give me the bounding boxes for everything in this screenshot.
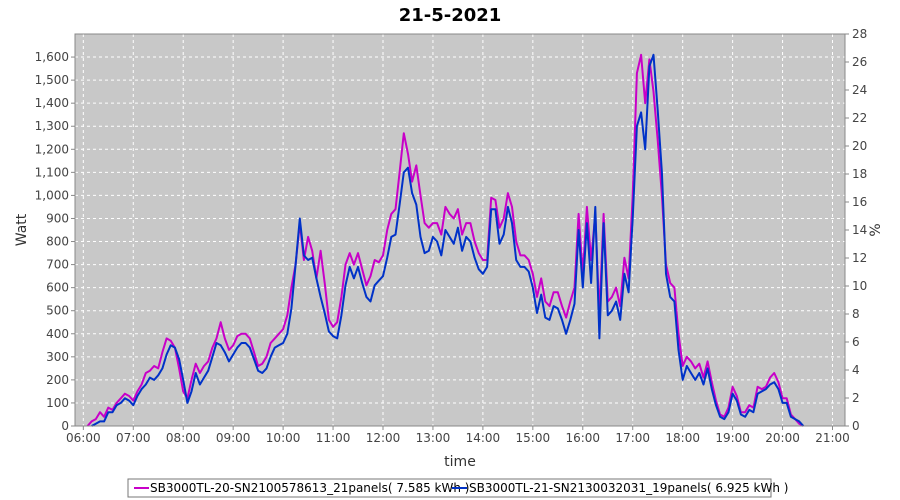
x-tick-label-15: 21:00 [815,431,850,445]
y2-tick-label-9: 18 [852,167,867,181]
y-tick-label-16: 1,600 [35,50,69,64]
y-tick-label-12: 1,200 [35,142,69,156]
x-tick-label-2: 08:00 [166,431,201,445]
x-tick-label-12: 18:00 [665,431,700,445]
x-tick-label-5: 11:00 [316,431,351,445]
y2-tick-label-4: 8 [852,307,860,321]
y-tick-label-13: 1,300 [35,119,69,133]
y-tick-label-7: 700 [46,258,69,272]
y-tick-label-14: 1,400 [35,96,69,110]
y2-tick-label-1: 2 [852,391,860,405]
y2-tick-label-3: 6 [852,335,860,349]
y-tick-label-2: 200 [46,373,69,387]
y-tick-label-3: 300 [46,350,69,364]
y-tick-label-15: 1,500 [35,73,69,87]
y-tick-label-6: 600 [46,281,69,295]
x-tick-label-3: 09:00 [216,431,251,445]
x-tick-label-6: 12:00 [366,431,401,445]
x-tick-label-10: 16:00 [565,431,600,445]
y2-tick-label-5: 10 [852,279,867,293]
series-line-2 [91,53,805,427]
x-tick-label-7: 13:00 [416,431,451,445]
y2-tick-label-10: 20 [852,139,867,153]
legend-label-series-2: SB3000TL-21-SN2130032031_19panels( 6.925… [469,481,788,495]
y-tick-label-8: 800 [46,235,69,249]
y-tick-label-0: 0 [61,419,69,433]
legend-box [127,478,772,498]
plot-border [74,33,846,427]
y-tick-label-10: 1,000 [35,188,69,202]
series-lines [86,53,805,427]
x-tick-label-14: 20:00 [765,431,800,445]
y2-tick-label-6: 12 [852,251,867,265]
y2-tick-label-14: 28 [852,27,867,41]
y2-tick-label-7: 14 [852,223,867,237]
y2-tick-label-12: 24 [852,83,867,97]
series-line-1 [86,53,804,427]
y-tick-label-9: 900 [46,211,69,225]
x-axis-title: time [444,454,476,470]
x-tick-label-8: 14:00 [466,431,501,445]
y-tick-label-1: 100 [46,396,69,410]
x-tick-label-9: 15:00 [516,431,551,445]
grid-lines [75,34,845,427]
legend-label-series-1: SB3000TL-20-SN2100578613_21panels( 7.585… [150,481,469,495]
x-tick-label-13: 19:00 [715,431,750,445]
y2-tick-label-8: 16 [852,195,867,209]
y-tick-label-5: 500 [46,304,69,318]
y-tick-label-11: 1,100 [35,165,69,179]
y2-tick-label-2: 4 [852,363,860,377]
y2-axis-title: % [868,223,884,236]
plot-area [75,34,845,426]
y2-tick-label-11: 22 [852,111,867,125]
x-tick-label-0: 06:00 [66,431,101,445]
x-tick-label-11: 17:00 [615,431,650,445]
x-tick-label-4: 10:00 [266,431,301,445]
legend: SB3000TL-20-SN2100578613_21panels( 7.585… [127,478,788,498]
x-tick-label-1: 07:00 [116,431,151,445]
y2-tick-label-13: 26 [852,55,867,69]
axes: 01002003004005006007008009001,0001,1001,… [35,27,868,445]
y-tick-label-4: 400 [46,327,69,341]
y2-tick-label-0: 0 [852,419,860,433]
y-axis-title: Watt [14,213,30,246]
chart-title: 21-5-2021 [399,5,502,26]
